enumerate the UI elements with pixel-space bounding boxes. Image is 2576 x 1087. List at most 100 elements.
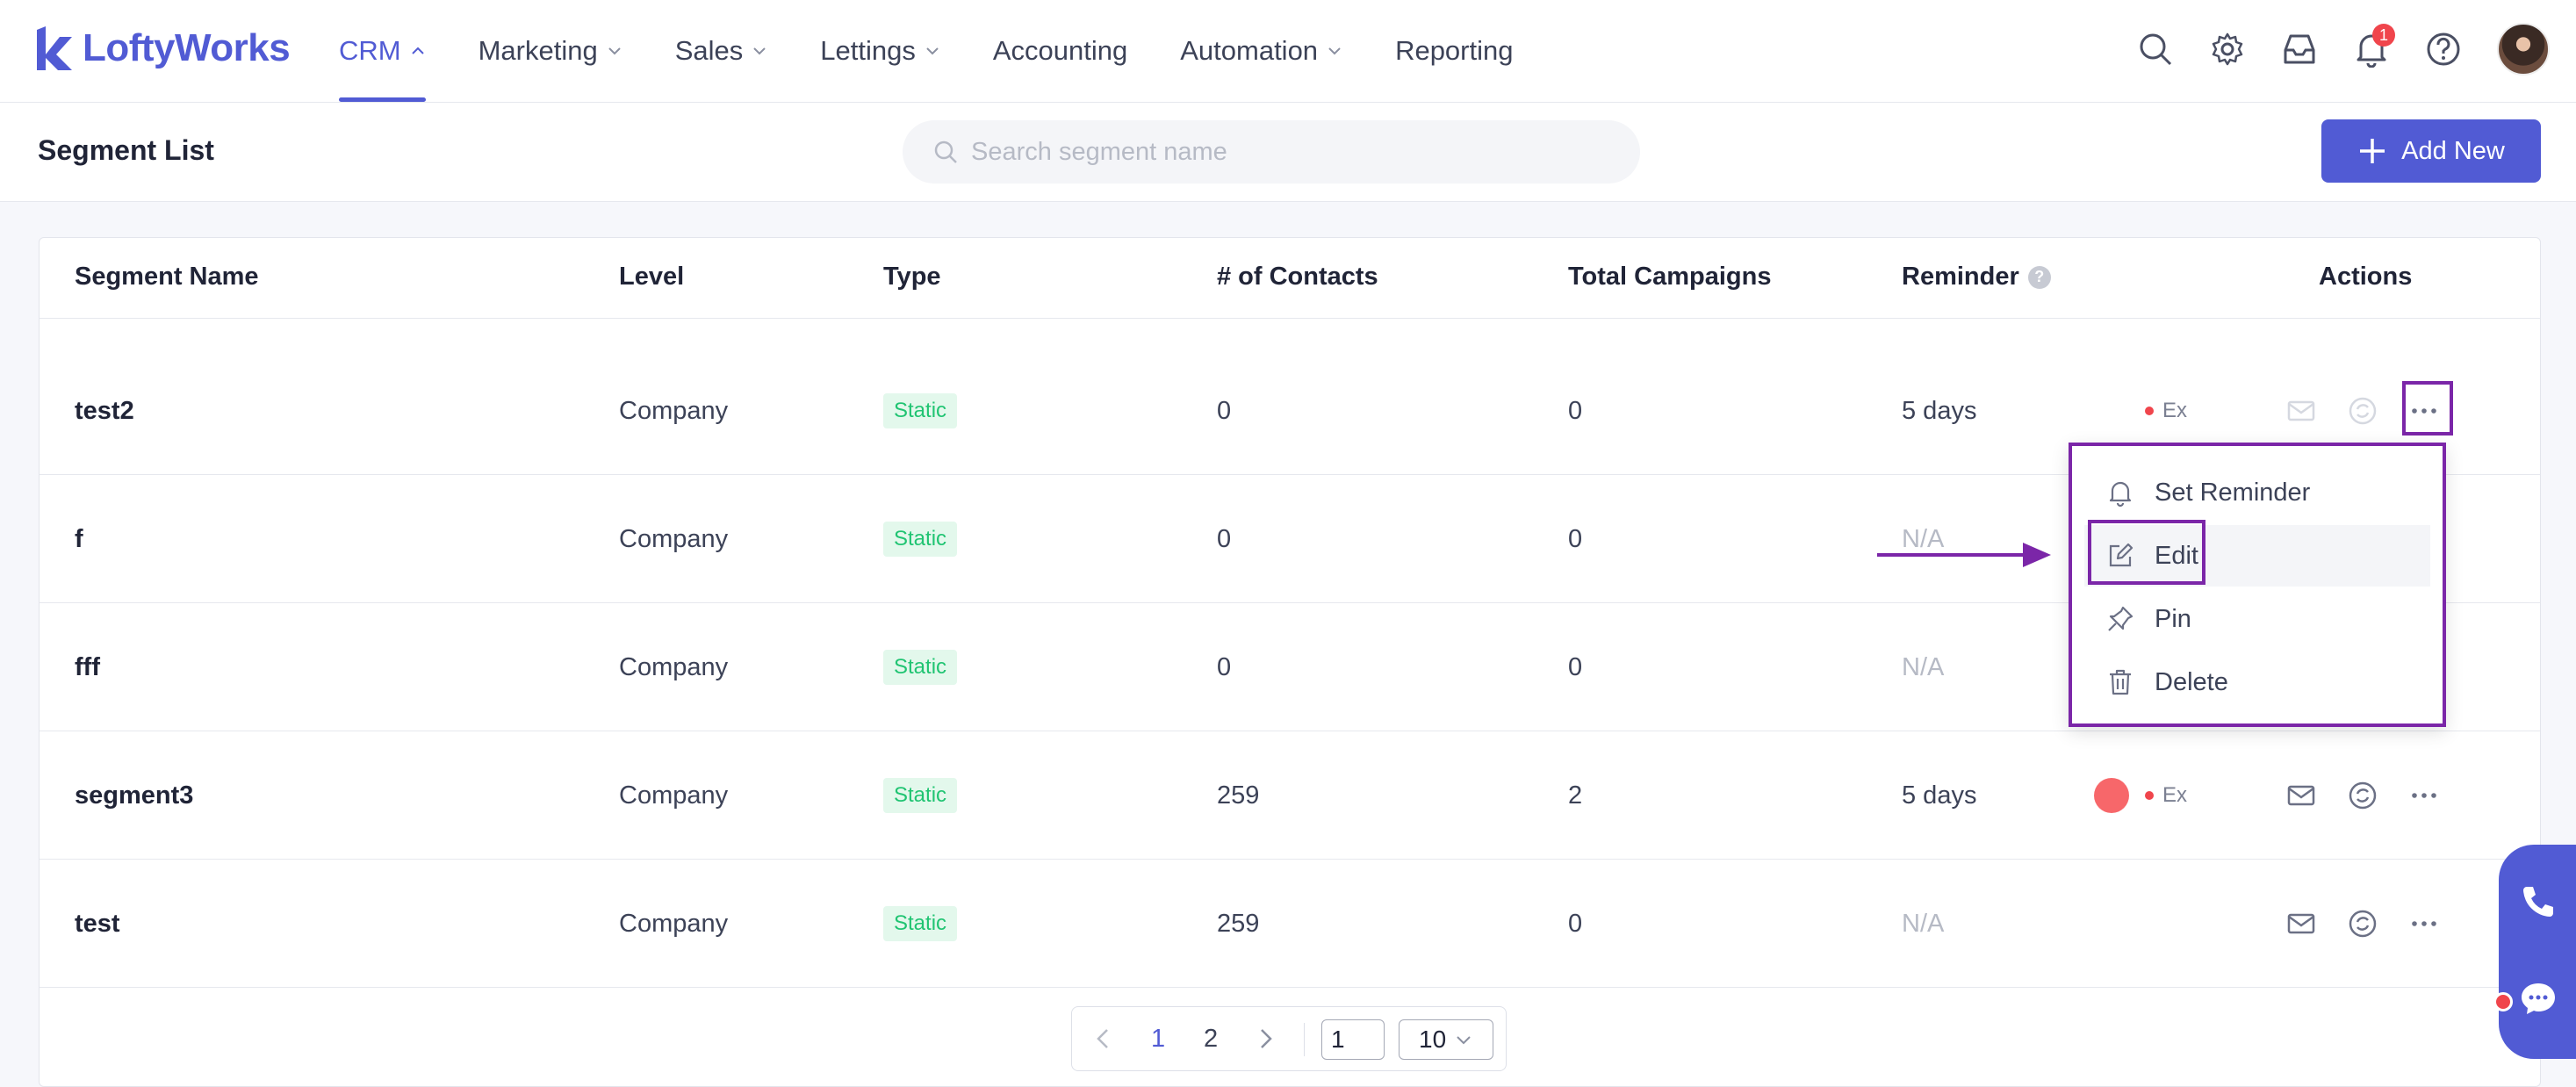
col-level[interactable]: Level (619, 263, 685, 291)
page-1[interactable]: 1 (1151, 1024, 1166, 1053)
nav-accounting-label: Accounting (992, 35, 1128, 66)
nav-sales-label: Sales (674, 35, 744, 66)
chevron-down-icon (1457, 1036, 1471, 1045)
segment-name[interactable]: f (75, 524, 83, 553)
add-new-button[interactable]: Add New (2321, 119, 2541, 183)
chevron-up-icon (411, 47, 424, 54)
reminder-cell: N/A (1902, 909, 1945, 938)
nav-sales[interactable]: Sales (675, 0, 768, 102)
campaigns-cell: 0 (1568, 652, 1583, 681)
contacts-cell: 259 (1217, 781, 1260, 810)
nav-accounting[interactable]: Accounting (993, 0, 1127, 102)
more-actions-button[interactable] (2408, 347, 2440, 475)
jump-page-input[interactable]: 1 (1321, 1019, 1385, 1060)
pagination: 1 2 1 10 (1071, 1006, 1507, 1071)
segment-name[interactable]: fff (75, 652, 100, 681)
level-cell: Company (619, 652, 729, 681)
nav-marketing-label: Marketing (478, 35, 598, 66)
nav-lettings[interactable]: Lettings (820, 0, 940, 102)
nav-lettings-label: Lettings (820, 35, 916, 66)
more-icon (2412, 408, 2436, 414)
page-title: Segment List (38, 134, 214, 166)
chevron-left-icon (1097, 1029, 1108, 1048)
campaigns-cell: 2 (1568, 781, 1583, 810)
menu-delete[interactable]: Delete (2084, 651, 2430, 713)
campaign-action[interactable] (2347, 860, 2378, 988)
campaign-action[interactable] (2347, 731, 2378, 860)
alert-dot (2094, 778, 2129, 813)
nav-reporting[interactable]: Reporting (1395, 0, 1513, 102)
chat-unread-dot (2493, 992, 2513, 1011)
annotation-arrow-icon (1877, 543, 2051, 567)
segment-name[interactable]: test (75, 909, 120, 938)
menu-pin[interactable]: Pin (2084, 588, 2430, 650)
notifications[interactable]: 1 (2353, 24, 2395, 68)
nav-reporting-label: Reporting (1395, 35, 1514, 66)
table-row: f Company Static 0 0 N/A (40, 475, 2540, 603)
segment-name[interactable]: test2 (75, 396, 134, 425)
menu-edit-label: Edit (2155, 541, 2198, 570)
nav-automation-label: Automation (1180, 35, 1319, 66)
nav-crm[interactable]: CRM (339, 0, 426, 102)
top-navbar: LoftyWorks CRM Marketing Sales Lettings … (0, 0, 2576, 102)
col-contacts[interactable]: # of Contacts (1217, 263, 1378, 291)
col-reminder: Reminder ? (1902, 263, 2051, 292)
email-action[interactable] (2285, 731, 2317, 860)
logo-mark-icon (37, 26, 72, 70)
row-actions-menu: Set Reminder Edit Pin Delete (2069, 443, 2446, 727)
menu-set-reminder[interactable]: Set Reminder (2084, 462, 2430, 523)
help-icon[interactable] (2425, 31, 2462, 68)
mail-icon (2287, 913, 2315, 934)
pager-divider (1304, 1023, 1305, 1056)
more-icon (2412, 793, 2436, 798)
col-campaigns[interactable]: Total Campaigns (1568, 263, 1772, 291)
gear-icon[interactable] (2209, 31, 2246, 68)
status-badge: Static (883, 778, 958, 813)
pin-icon (2108, 606, 2133, 631)
sync-icon (2349, 910, 2377, 938)
reminder-marker (2094, 731, 2129, 860)
bell-icon (2109, 481, 2132, 508)
email-action[interactable] (2285, 347, 2317, 475)
phone-icon[interactable] (2518, 882, 2558, 922)
nav-marketing[interactable]: Marketing (479, 0, 622, 102)
search-input[interactable] (971, 137, 1638, 167)
logo[interactable]: LoftyWorks (33, 25, 291, 72)
support-widget (2493, 845, 2576, 1059)
add-new-label: Add New (2401, 136, 2505, 165)
page-size-value: 10 (1419, 1026, 1447, 1053)
chevron-down-icon (1328, 47, 1341, 55)
contacts-cell: 0 (1217, 524, 1232, 553)
menu-pin-label: Pin (2155, 604, 2191, 633)
reminder-cell: 5 days (1902, 396, 1977, 425)
col-actions: Actions (2319, 263, 2413, 291)
page-2[interactable]: 2 (1204, 1024, 1219, 1053)
next-page-button[interactable] (1255, 1007, 1276, 1070)
question-icon[interactable]: ? (2027, 265, 2051, 289)
nav-automation[interactable]: Automation (1180, 0, 1342, 102)
email-action[interactable] (2285, 860, 2317, 988)
sync-icon (2349, 781, 2377, 810)
contacts-cell: 259 (1217, 909, 1260, 938)
more-actions-button[interactable] (2408, 731, 2440, 860)
menu-edit[interactable]: Edit (2084, 525, 2430, 587)
chat-icon[interactable] (2518, 978, 2558, 1019)
search-icon[interactable] (2137, 31, 2174, 68)
campaign-action[interactable] (2347, 347, 2378, 475)
trash-icon (2110, 669, 2131, 695)
prev-page-button[interactable] (1093, 1007, 1114, 1070)
edit-icon (2109, 543, 2133, 567)
campaigns-cell: 0 (1568, 524, 1583, 553)
page-size-select[interactable]: 10 (1399, 1019, 1493, 1060)
status-dot (2145, 791, 2154, 800)
nav-crm-label: CRM (339, 35, 401, 66)
col-segment-name[interactable]: Segment Name (75, 263, 259, 291)
plus-icon (2360, 139, 2385, 163)
inbox-icon[interactable] (2281, 31, 2318, 68)
type-cell: Static (883, 860, 958, 988)
col-type[interactable]: Type (883, 263, 941, 291)
more-actions-button[interactable] (2408, 860, 2440, 988)
page-header: Segment List Add New (0, 102, 2576, 202)
avatar[interactable] (2497, 23, 2550, 76)
segment-name[interactable]: segment3 (75, 781, 194, 810)
